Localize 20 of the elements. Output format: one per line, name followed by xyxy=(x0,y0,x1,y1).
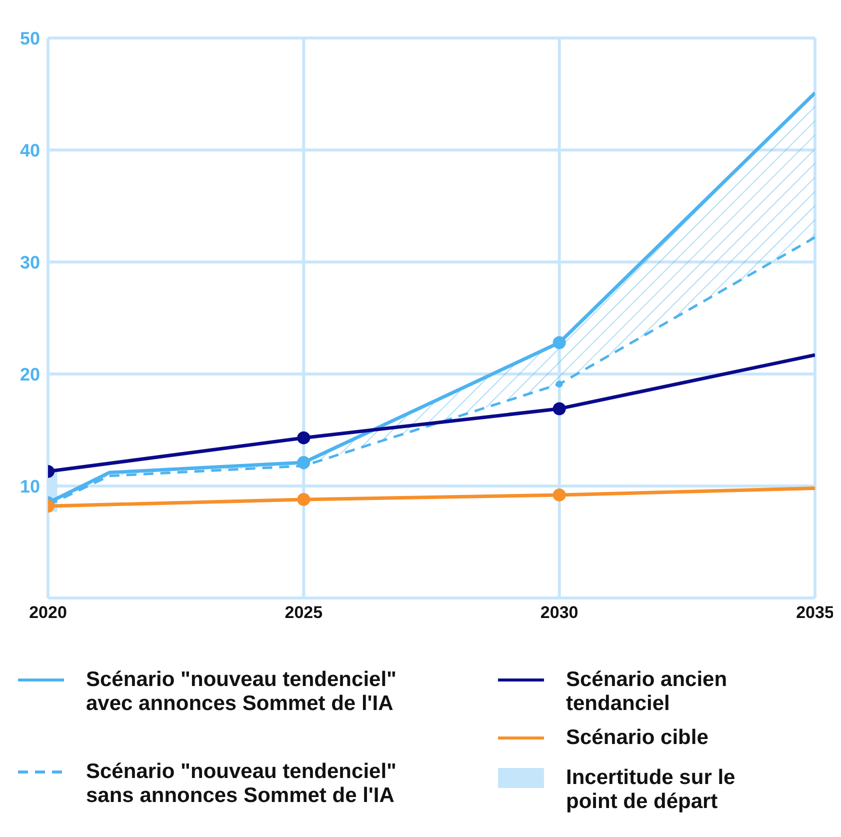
y-tick-label: 40 xyxy=(20,140,40,160)
x-tick-label: 2020 xyxy=(29,603,67,622)
point xyxy=(297,492,310,506)
x-tick-label: 2035 xyxy=(796,603,834,622)
point xyxy=(297,431,310,444)
legend-label: Scénario "nouveau tendenciel" sans annonces Sommet de l'IA xyxy=(86,760,398,808)
y-tick-label: 30 xyxy=(20,252,40,272)
y-tick-label: 10 xyxy=(20,476,40,496)
x-tick-label: 2025 xyxy=(284,603,323,622)
point xyxy=(552,488,566,502)
legend-label: Scénario "nouveau tendenciel" avec annonces Sommet de l'IA xyxy=(86,668,398,716)
point xyxy=(556,380,563,388)
point xyxy=(552,336,566,350)
legend-label: Incertitude sur le point de départ xyxy=(566,766,736,814)
legend-label: Scénario cible xyxy=(566,726,708,750)
y-tick-label: 50 xyxy=(20,28,40,48)
x-tick-label: 2030 xyxy=(540,603,578,622)
y-tick-label: 20 xyxy=(20,364,40,384)
legend-label: Scénario ancien tendanciel xyxy=(566,668,728,716)
point xyxy=(552,402,566,416)
